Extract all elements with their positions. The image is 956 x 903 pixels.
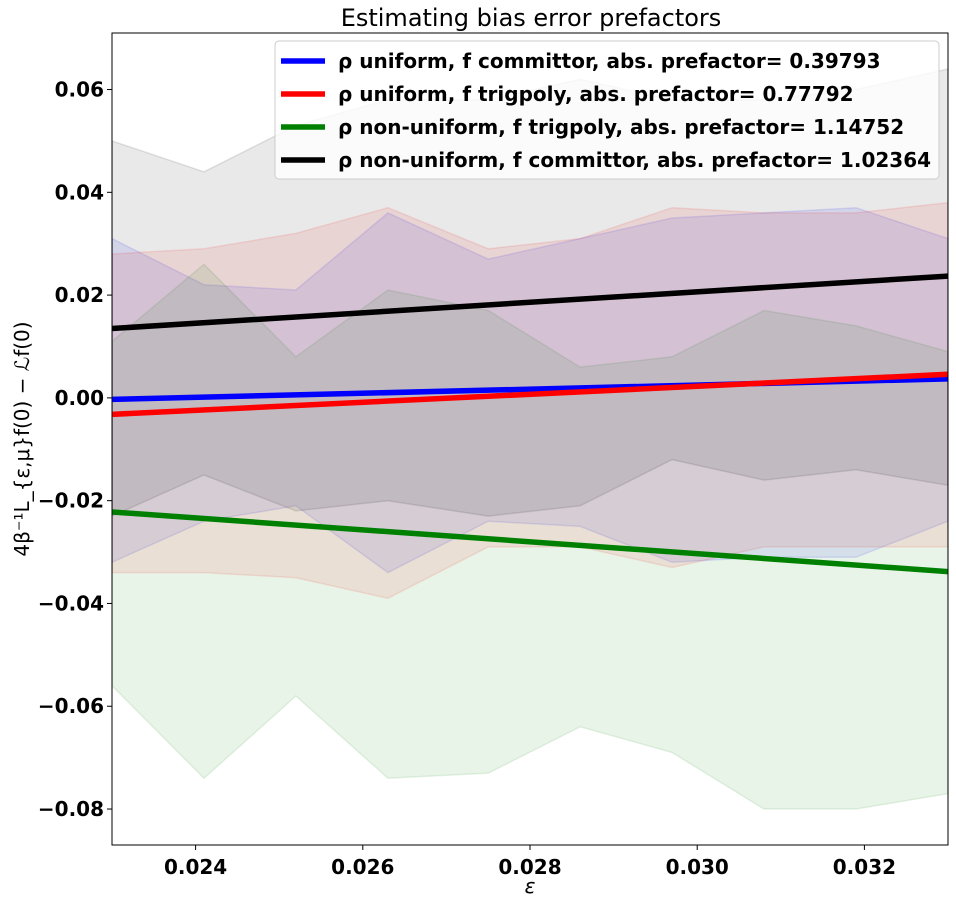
legend-box (274, 40, 940, 180)
fit-line-series-3 (112, 273, 948, 332)
legend-label-series-0: ρ uniform, f committor, abs. prefactor= … (338, 49, 881, 73)
confidence-bands (112, 68, 948, 810)
y-tick-label: −0.04 (38, 591, 104, 615)
x-tick-label: 0.024 (164, 855, 227, 879)
x-tick-label: 0.030 (666, 855, 729, 879)
y-axis-label: 4β⁻¹L_{ε,μ}f(0) − ℒf(0) (10, 321, 34, 556)
x-axis: 0.024 0.026 0.028 0.030 0.032 (164, 845, 896, 879)
fit-lines (112, 273, 948, 575)
x-axis-label: ε (525, 874, 536, 898)
band-series-1 (112, 201, 948, 600)
y-axis: −0.08 −0.06 −0.04 −0.02 0.00 0.02 0.04 0.06 (38, 78, 112, 821)
y-tick-label: 0.00 (55, 386, 104, 410)
band-series-2 (112, 263, 948, 810)
x-axis-label-text: ε (525, 874, 536, 898)
legend-label-series-2: ρ non-uniform, f trigpoly, abs. prefacto… (338, 115, 904, 139)
x-tick-label: 0.026 (331, 855, 394, 879)
y-tick-label: 0.02 (55, 283, 104, 307)
y-tick-label: −0.08 (38, 797, 104, 821)
x-tick-label: 0.032 (833, 855, 896, 879)
legend-label-series-3: ρ non-uniform, f committor, abs. prefact… (338, 148, 931, 172)
y-tick-label: 0.06 (55, 78, 104, 102)
y-axis-label-text: 4β⁻¹L_{ε,μ}f(0) − ℒf(0) (10, 321, 34, 556)
y-tick-label: −0.02 (38, 489, 104, 513)
legend: ρ uniform, f committor, abs. prefactor= … (274, 40, 940, 180)
y-tick-label: 0.04 (55, 180, 104, 204)
fit-line-series-2 (112, 509, 948, 575)
fit-line-series-1 (112, 371, 948, 418)
chart-title: Estimating bias error prefactors (341, 4, 722, 32)
y-tick-label: −0.06 (38, 694, 104, 718)
legend-label-series-1: ρ uniform, f trigpoly, abs. prefactor= 0… (338, 82, 854, 106)
x-tick-label: 0.028 (498, 855, 561, 879)
plot-area (112, 68, 948, 810)
